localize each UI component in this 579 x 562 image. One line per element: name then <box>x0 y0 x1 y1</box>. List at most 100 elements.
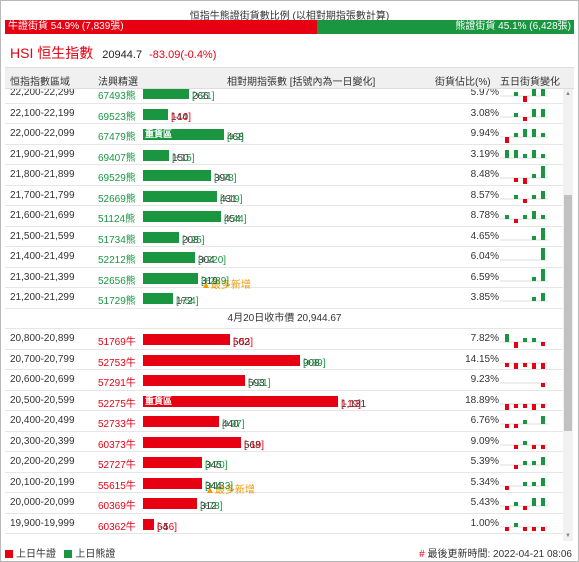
warrant-code-link[interactable]: 52669熊 <box>98 193 136 205</box>
contracts-bar <box>143 354 300 366</box>
contracts-number: 502 <box>233 337 250 348</box>
warrant-code-link[interactable]: 51734熊 <box>98 234 136 246</box>
table-row[interactable]: 21,900-21,999 69407熊 150 [+15] 3.19% <box>5 145 564 165</box>
share-pct-cell: 3.08% <box>470 107 499 119</box>
table-row[interactable]: 21,800-21,899 69529熊 394 [+78] 8.48% <box>5 165 564 186</box>
warrant-code-link[interactable]: 52727牛 <box>98 460 136 471</box>
table-row[interactable]: 21,500-21,599 51734熊 208 [+25] 4.65% <box>5 227 564 247</box>
range-cell: 21,200-21,299 <box>10 292 75 303</box>
warrant-code-link[interactable]: 52733牛 <box>98 419 136 430</box>
table-row[interactable]: 20,300-20,399 60373牛 568 [-19] 9.09% <box>5 432 564 452</box>
table-row[interactable]: 20,500-20,599 52275牛 重貨區 1,131 [-19] 18.89% <box>5 391 564 411</box>
trend-day-bar <box>532 276 536 281</box>
trend-day-bar <box>514 444 518 449</box>
table-row[interactable]: 20,800-20,899 51769牛 502 [-53] 7.82% <box>5 329 564 350</box>
table-row[interactable]: 20,000-20,099 60369牛 312 [+78] 5.43% <box>5 493 564 514</box>
table-row[interactable]: 21,600-21,699 51124熊 454 [+44] 8.78% <box>5 206 564 227</box>
table-row[interactable]: 21,400-21,499 52212熊 304 [+220] 6.04% <box>5 247 564 268</box>
trend-day-bar <box>514 362 518 369</box>
contracts-bar <box>143 149 169 161</box>
five-day-trend <box>500 190 548 203</box>
warrant-code-link[interactable]: 52753牛 <box>98 357 136 369</box>
table-row[interactable]: 19,900-19,999 60362牛 64 [-56] 1.00% <box>5 514 564 534</box>
table-row[interactable]: 21,200-21,299 51729熊 172 [+54] 3.85% <box>5 288 564 309</box>
daily-change: [+19] <box>220 193 243 205</box>
share-pct-cell: 5.34% <box>470 476 499 488</box>
table-row[interactable]: 21,300-21,399 52656熊 ▲最多新增 319 [+289] 6.59% <box>5 268 564 291</box>
warrant-code-link[interactable]: 67493熊 <box>98 91 136 102</box>
scroll-thumb[interactable] <box>564 195 572 431</box>
trend-day-bar <box>505 485 509 490</box>
index-name[interactable]: HSI 恒生指數 <box>10 45 94 61</box>
warrant-code-link[interactable]: 55615牛 <box>98 480 136 492</box>
contracts-number: 593 <box>248 378 265 389</box>
table-row[interactable]: 22,100-22,199 69523熊 144 [-10] 3.08% <box>5 104 564 124</box>
index-change: -83.09(-0.4%) <box>149 49 217 61</box>
scroll-down-icon[interactable]: ▼ <box>565 533 571 539</box>
trend-day-bar <box>523 153 527 158</box>
trend-day-bar <box>523 362 527 367</box>
share-pct-cell: 6.76% <box>470 415 499 426</box>
table-body[interactable]: 22,200-22,299 67493熊 266 [+21] 5.97% 22,100-… <box>5 89 574 541</box>
table-row[interactable]: 20,100-20,199 55615牛 ▲最多新增 344 [+133] 5.34% <box>5 473 564 496</box>
trend-day-bar <box>523 526 527 531</box>
table-row[interactable]: 22,200-22,299 67493熊 266 [+21] 5.97% <box>5 89 564 104</box>
contracts-bar <box>143 293 173 304</box>
contracts-bar <box>143 477 202 489</box>
warrant-code-link[interactable]: 69529熊 <box>98 173 136 184</box>
table-row[interactable]: 20,600-20,699 57291牛 593 [+21] 9.23% <box>5 370 564 391</box>
warrant-code-link[interactable]: 52212熊 <box>98 255 136 266</box>
warrant-code-link[interactable]: 60373牛 <box>98 439 136 451</box>
warrant-code-link[interactable]: 51769牛 <box>98 337 136 348</box>
trend-day-bar <box>505 526 509 531</box>
daily-change: [-56] <box>157 521 178 533</box>
warrant-code-link[interactable]: 67479熊 <box>98 132 136 143</box>
five-day-trend <box>500 211 548 223</box>
trend-day-bar <box>514 194 518 199</box>
daily-change: [+133] <box>205 480 234 492</box>
warrant-code-link[interactable]: 52275牛 <box>98 398 136 410</box>
range-cell: 21,800-21,899 <box>10 169 75 180</box>
heavy-zone-badge: 重貨區 <box>145 395 173 406</box>
contracts-bar <box>143 252 195 263</box>
warrant-code-link[interactable]: 57291牛 <box>98 378 136 389</box>
update-time: # 最後更新時間: 2022-04-21 08:06 <box>419 545 572 560</box>
share-pct-cell: 4.65% <box>470 230 499 242</box>
share-pct-cell: 3.19% <box>470 148 499 160</box>
contracts-bar <box>143 518 154 530</box>
warrant-code-link[interactable]: 69407熊 <box>98 152 136 164</box>
table-row[interactable]: 21,700-21,799 52669熊 431 [+19] 8.57% <box>5 186 564 206</box>
table-row[interactable]: 20,400-20,499 52733牛 440 [+97] 6.76% <box>5 411 564 432</box>
col-trend: 五日街貨變化 <box>500 77 560 88</box>
table-row[interactable]: 22,000-22,099 67479熊 重貨區 468 [+2] 9.94% <box>5 124 564 145</box>
col-contracts: 相對期指張數 [括號內為一日變化] <box>227 77 376 88</box>
trend-day-bar <box>514 403 518 408</box>
table-row[interactable]: 20,700-20,799 52753牛 908 [+89] 14.15% <box>5 350 564 370</box>
warrant-code-link[interactable]: 69523熊 <box>98 111 136 123</box>
five-day-trend <box>500 477 548 490</box>
contracts-number: 150 <box>172 152 189 164</box>
five-day-trend <box>500 293 548 302</box>
table-scrollbar[interactable]: ▲ ▼ <box>563 89 573 541</box>
trend-day-bar <box>523 178 527 184</box>
contracts-number: 454 <box>224 214 241 225</box>
warrant-code-link[interactable]: 60369牛 <box>98 501 136 512</box>
range-cell: 20,200-20,299 <box>10 456 75 467</box>
trend-day-bar <box>523 506 527 510</box>
trend-day-bar <box>532 444 536 449</box>
share-pct-cell: 5.39% <box>470 456 499 467</box>
table-row[interactable]: 20,200-20,299 52727牛 345 [+70] 5.39% <box>5 452 564 473</box>
range-cell: 19,900-19,999 <box>10 517 75 529</box>
scroll-up-icon[interactable]: ▲ <box>565 91 571 97</box>
five-day-trend <box>500 108 548 121</box>
contracts-number: 64 <box>157 521 169 533</box>
warrant-code-link[interactable]: 52656熊 <box>98 275 136 287</box>
warrant-code-link[interactable]: 51729熊 <box>98 296 136 307</box>
trend-day-bar <box>505 137 509 143</box>
trend-day-bar <box>532 194 536 199</box>
share-pct-cell: 8.48% <box>470 169 499 180</box>
warrant-code-link[interactable]: 60362牛 <box>98 521 136 533</box>
warrant-code-link[interactable]: 51124熊 <box>98 214 136 225</box>
col-pct: 街貨佔比(%) <box>435 77 491 88</box>
range-cell: 21,400-21,499 <box>10 251 75 262</box>
